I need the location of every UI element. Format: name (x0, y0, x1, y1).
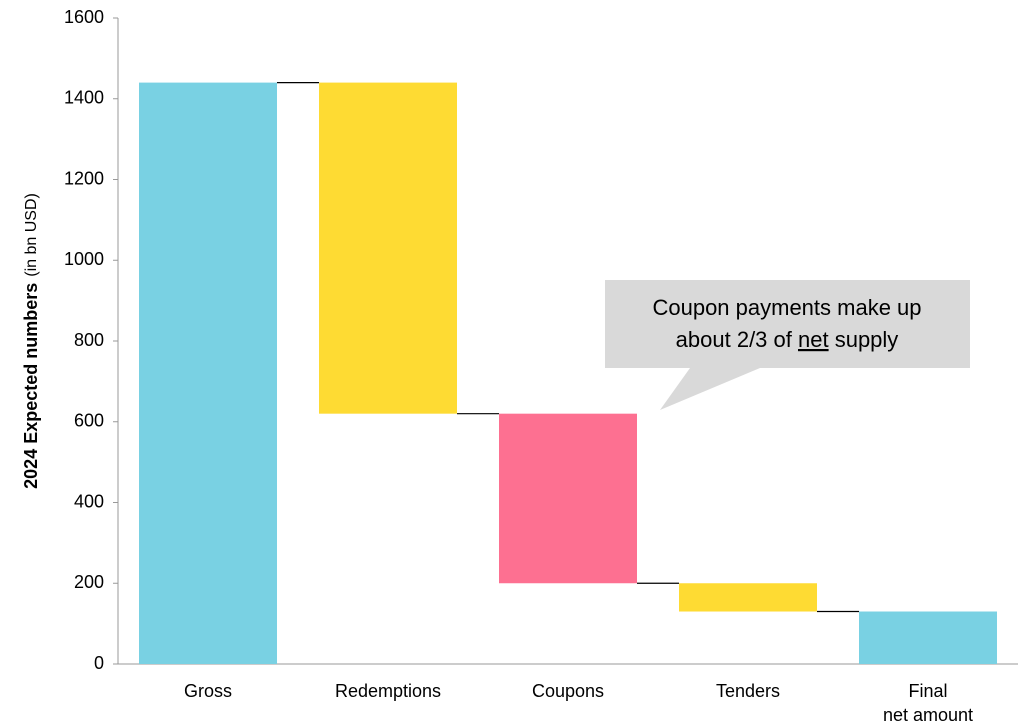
callout: Coupon payments make up about 2/3 of net … (605, 280, 970, 410)
x-tick-label: Redemptions (335, 681, 441, 701)
y-tick-label: 200 (74, 572, 104, 592)
bar (679, 583, 817, 612)
bar (319, 82, 457, 414)
y-tick-label: 800 (74, 330, 104, 350)
x-tick-label: Tenders (716, 681, 780, 701)
annotation-line: about 2/3 of net supply (676, 327, 899, 352)
bar (859, 611, 997, 664)
y-label-unit: (in bn USD) (23, 193, 40, 277)
y-tick-label: 1400 (64, 88, 104, 108)
annotation-part: about 2/3 of (676, 327, 798, 352)
x-tick-line: Final (908, 681, 947, 701)
callout-box (605, 280, 970, 410)
annotation-line: Coupon payments make up (652, 295, 921, 320)
y-label-main: 2024 Expected numbers (21, 283, 41, 489)
annotation-part: supply (829, 327, 899, 352)
annotation-underlined: net (798, 327, 829, 352)
y-axis-label: 2024 Expected numbers (in bn USD) (21, 193, 41, 489)
x-tick-label: Final net amount (883, 681, 973, 725)
y-tick-label: 1200 (64, 168, 104, 188)
x-tick-line: net amount (883, 705, 973, 725)
y-tick-label: 0 (94, 653, 104, 673)
y-tick-label: 1000 (64, 249, 104, 269)
y-tick-label: 400 (74, 491, 104, 511)
bar (139, 82, 277, 665)
bar (499, 413, 637, 584)
y-tick-label: 600 (74, 411, 104, 431)
x-tick-label: Coupons (532, 681, 604, 701)
y-tick-label: 1600 (64, 7, 104, 27)
x-tick-label: Gross (184, 681, 232, 701)
